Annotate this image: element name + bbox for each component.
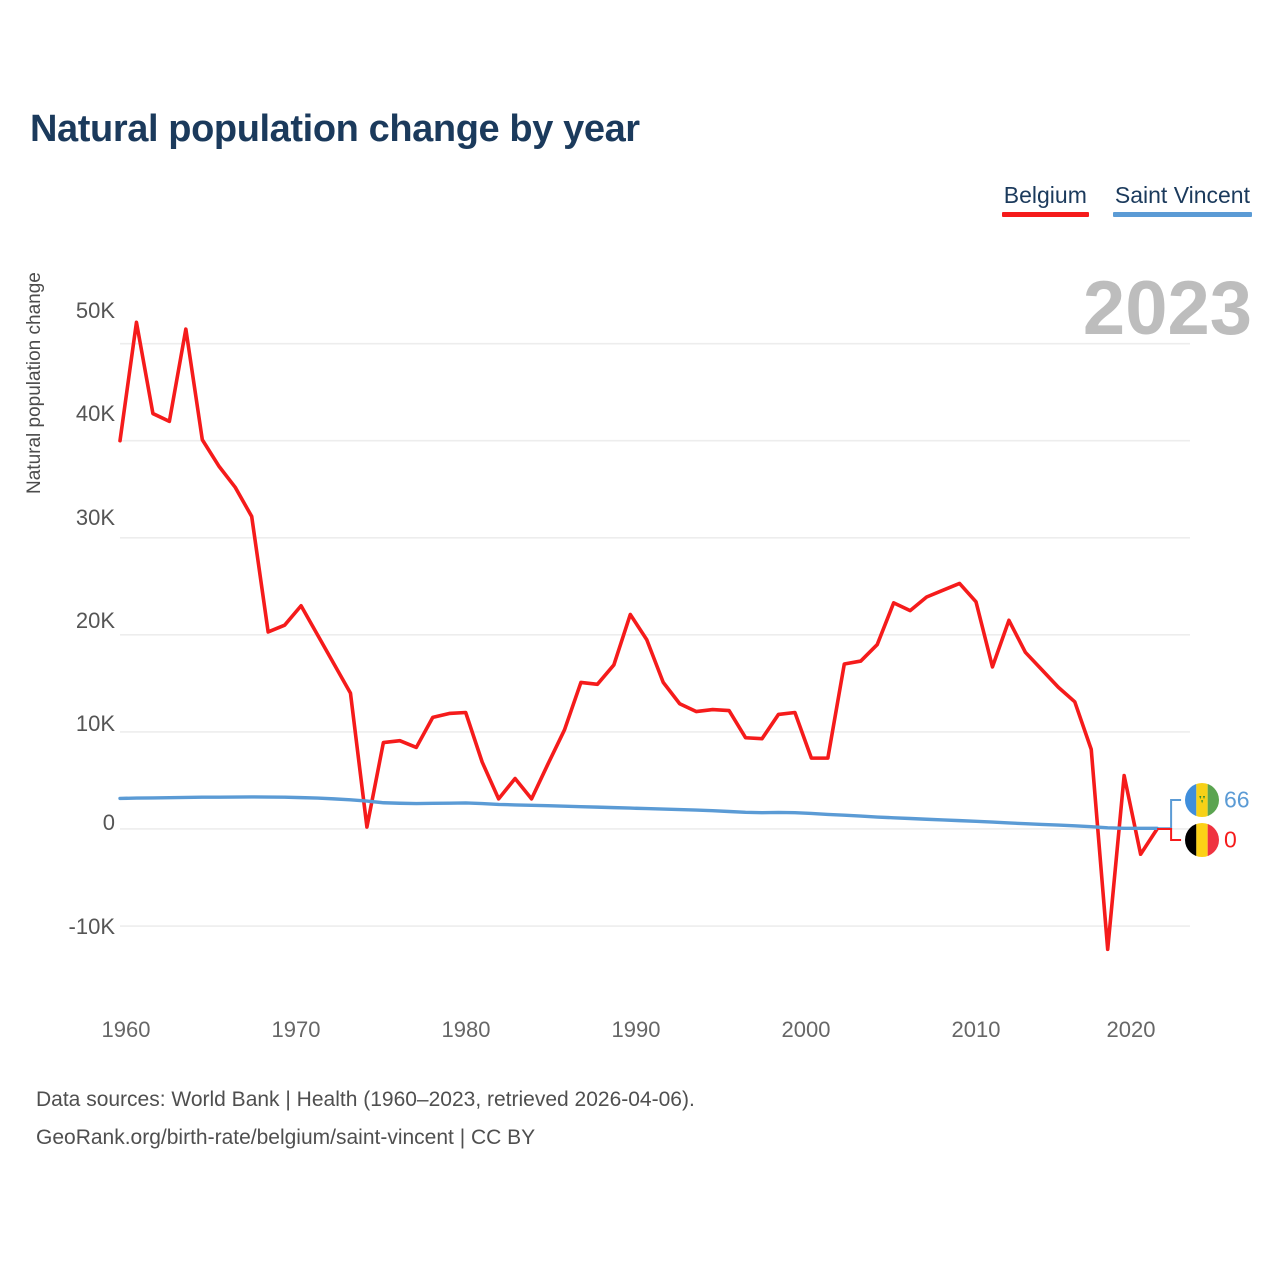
year-watermark: 2023	[1082, 266, 1252, 351]
y-tick-label: -10K	[68, 914, 115, 939]
legend: Belgium Saint Vincent	[1001, 182, 1252, 217]
leader-line	[1157, 828, 1182, 841]
legend-color-swatch-saint-vincent	[1112, 211, 1252, 217]
leader-lines	[1157, 799, 1182, 841]
legend-label-saint-vincent: Saint Vincent	[1114, 182, 1250, 208]
y-tick-label: 10K	[75, 711, 115, 736]
legend-item-belgium[interactable]: Belgium	[1001, 182, 1089, 217]
footer-attribution: GeoRank.org/birth-rate/belgium/saint-vin…	[36, 1126, 536, 1149]
gridlines	[120, 342, 1190, 927]
y-tick-label: 30K	[75, 505, 115, 530]
x-tick-label: 1990	[611, 1017, 661, 1042]
series-line-saint-vincent	[118, 795, 1159, 831]
x-tick-label: 2010	[951, 1017, 1001, 1042]
x-tick-label: 1970	[271, 1017, 321, 1042]
y-tick-label: 50K	[75, 298, 115, 323]
x-tick-label: 1980	[441, 1017, 491, 1042]
legend-color-swatch-belgium	[1001, 211, 1089, 217]
belgium-flag-icon	[1185, 823, 1219, 857]
y-tick-label: 40K	[75, 401, 115, 426]
series-line-belgium	[118, 320, 1159, 952]
end-value-belgium: 0	[1224, 826, 1237, 853]
legend-label-belgium: Belgium	[1003, 182, 1087, 208]
leader-line	[1157, 799, 1182, 830]
y-tick-label: 20K	[75, 608, 115, 633]
x-tick-label: 2000	[781, 1017, 831, 1042]
y-tick-label: 0	[102, 810, 115, 835]
saint-vincent-flag-icon	[1185, 783, 1219, 817]
end-value-saint-vincent: 66	[1224, 786, 1250, 813]
footer-data-sources: Data sources: World Bank | Health (1960–…	[36, 1088, 695, 1111]
series-lines	[118, 320, 1159, 952]
x-tick-label: 1960	[101, 1017, 151, 1042]
legend-item-saint-vincent[interactable]: Saint Vincent	[1112, 182, 1252, 217]
x-tick-label: 2020	[1106, 1017, 1156, 1042]
page-title: Natural population change by year	[30, 108, 640, 150]
